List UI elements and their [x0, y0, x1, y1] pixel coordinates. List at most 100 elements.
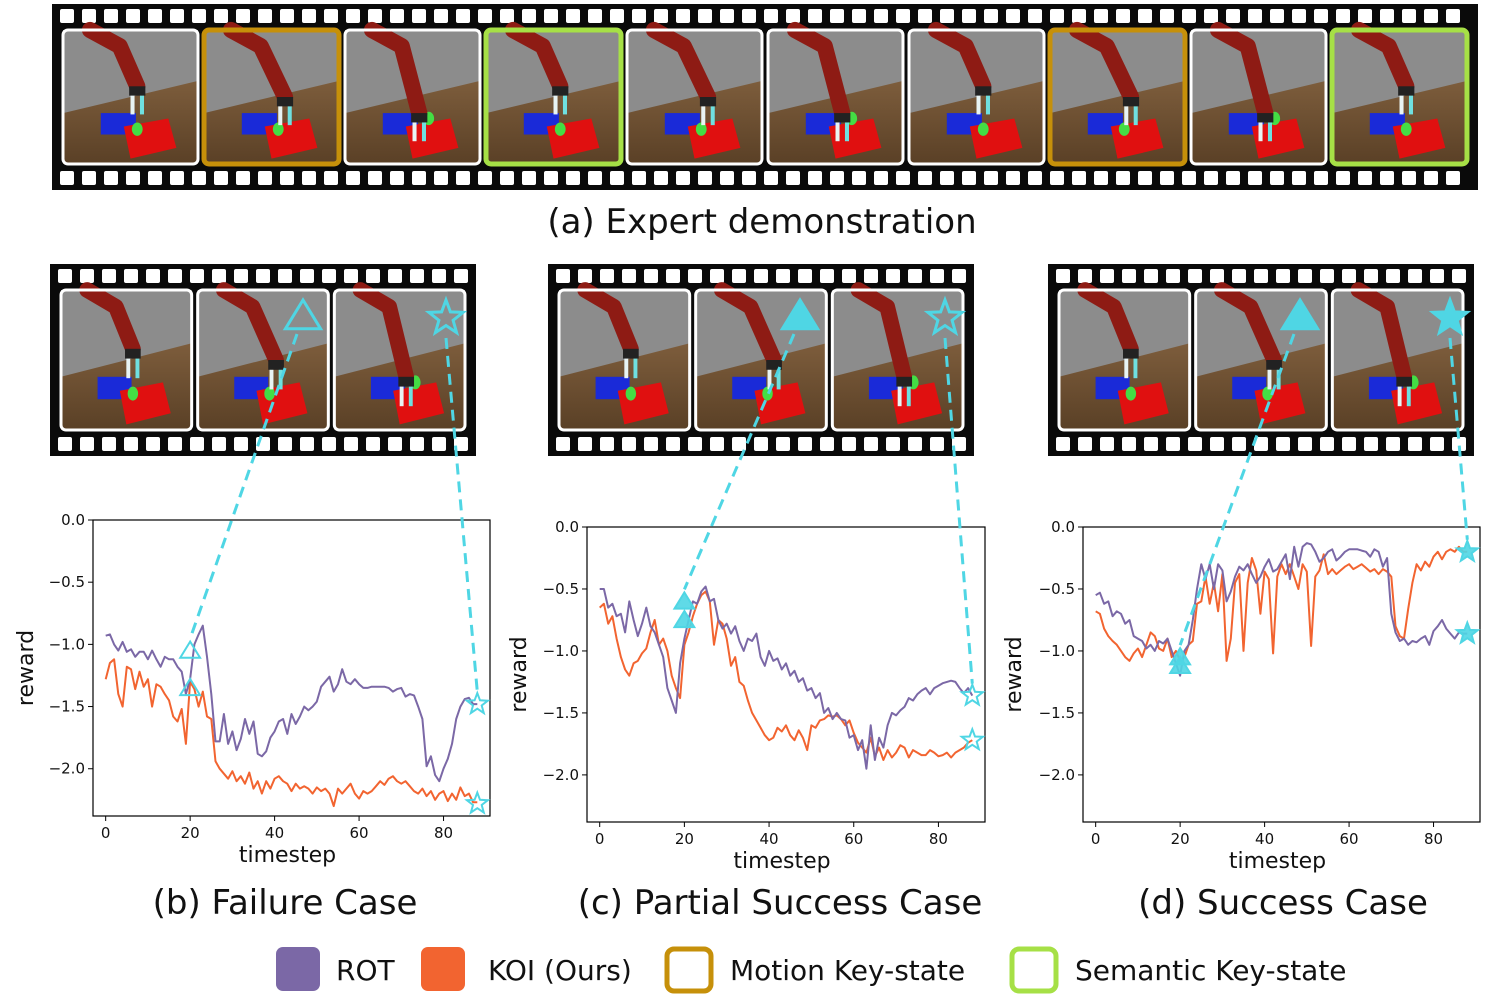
triangle-keystate-icon — [779, 297, 821, 331]
robot-gripper — [896, 376, 913, 387]
sprocket-hole — [82, 171, 96, 185]
sprocket-hole — [1408, 269, 1422, 283]
sprocket-hole — [234, 437, 248, 451]
sprocket-hole — [104, 171, 118, 185]
sprocket-hole — [412, 9, 426, 23]
x-tick-label: 60 — [844, 830, 863, 848]
sprocket-hole — [344, 437, 358, 451]
sprocket-hole — [456, 171, 470, 185]
sprocket-hole — [644, 437, 658, 451]
star-keystate-icon — [923, 295, 967, 337]
sprocket-hole — [500, 9, 514, 23]
frame-border — [694, 288, 828, 432]
sprocket-hole — [368, 171, 382, 185]
sprocket-hole — [522, 9, 536, 23]
series-line-koi — [599, 590, 973, 761]
robot-arm — [81, 21, 146, 95]
sprocket-hole — [454, 269, 468, 283]
sprocket-hole — [148, 171, 162, 185]
sprocket-hole — [764, 9, 778, 23]
sprocket-hole — [578, 269, 592, 283]
gripper-finger — [139, 95, 144, 115]
sprocket-hole — [1336, 9, 1350, 23]
sprocket-hole — [940, 171, 954, 185]
sprocket-hole — [390, 9, 404, 23]
x-tick-label: 20 — [675, 830, 694, 848]
sprocket-hole — [1364, 437, 1378, 451]
sprocket-hole — [1292, 9, 1306, 23]
gripper-finger — [1408, 95, 1413, 115]
sprocket-hole — [102, 269, 116, 283]
demo-frame-3 — [345, 21, 480, 164]
sprocket-hole — [786, 171, 800, 185]
robot-gripper — [1396, 376, 1413, 387]
sprocket-hole — [962, 171, 976, 185]
sprocket-hole — [556, 269, 570, 283]
sprocket-hole — [302, 171, 316, 185]
sprocket-hole — [886, 269, 900, 283]
sprocket-hole — [610, 171, 624, 185]
frame-border — [332, 288, 467, 432]
gripper-finger — [1267, 369, 1272, 390]
y-tick-label: −0.5 — [543, 580, 579, 598]
sprocket-hole — [1166, 269, 1180, 283]
partial-frame-1 — [559, 282, 690, 430]
gripper-finger — [1124, 358, 1129, 379]
sprocket-hole — [432, 269, 446, 283]
partial-success-chart: 0 20 40 60 80 0.0 −0.5 −1.0 −1.5 −2.0 timestep rewa… — [507, 518, 986, 874]
failure-case-chart: 0 20 40 60 80 0.0 −0.5 −1.0 −1.5 −2.0 timestep rewa… — [14, 511, 491, 868]
sprocket-hole — [820, 269, 834, 283]
sprocket-hole — [896, 171, 910, 185]
sprocket-hole — [500, 171, 514, 185]
robot-arm — [1213, 282, 1282, 368]
demo-frame-5 — [627, 21, 762, 164]
sprocket-hole — [654, 171, 668, 185]
red-block — [1251, 118, 1305, 159]
sprocket-hole — [1248, 9, 1262, 23]
gripper-finger — [985, 95, 990, 115]
sprocket-hole — [1254, 437, 1268, 451]
green-object — [1125, 386, 1137, 401]
sprocket-hole — [632, 9, 646, 23]
green-object — [1262, 386, 1273, 401]
sprocket-hole — [1314, 9, 1328, 23]
demo-frame-8 — [1050, 21, 1185, 164]
sprocket-hole — [896, 9, 910, 23]
sprocket-hole — [676, 171, 690, 185]
gripper-finger — [1133, 106, 1138, 126]
sprocket-hole — [1028, 171, 1042, 185]
frame-border — [1189, 28, 1328, 166]
semantic-keystate-frame — [483, 27, 624, 167]
caption-failure-case: (b) Failure Case — [153, 883, 418, 923]
sprocket-hole — [322, 437, 336, 451]
sprocket-hole — [588, 9, 602, 23]
sprocket-hole — [1160, 171, 1174, 185]
y-tick-label: −1.0 — [1039, 642, 1075, 660]
star-connector — [444, 337, 479, 693]
sprocket-hole — [146, 269, 160, 283]
legend-swatch-motion-keystate — [664, 946, 714, 994]
x-axis-label: timestep — [1229, 849, 1326, 874]
sprocket-hole — [1232, 437, 1246, 451]
sprocket-hole — [146, 437, 160, 451]
sprocket-hole — [236, 9, 250, 23]
sprocket-hole — [192, 171, 206, 185]
sprocket-hole — [908, 269, 922, 283]
green-object — [625, 386, 637, 401]
robot-gripper — [398, 376, 415, 387]
gripper-finger — [135, 358, 140, 379]
sprocket-hole — [58, 269, 72, 283]
gripper-finger — [976, 95, 981, 115]
y-tick-label: −0.5 — [1039, 580, 1075, 598]
green-object — [695, 122, 707, 136]
sprocket-hole — [1094, 9, 1108, 23]
star-marker — [464, 690, 491, 716]
robot-arm — [215, 282, 284, 368]
legend-swatch-semantic-keystate — [1009, 946, 1059, 994]
sprocket-hole — [388, 437, 402, 451]
sprocket-hole — [1100, 269, 1114, 283]
legend-swatch-koi — [421, 947, 465, 991]
sprocket-hole — [522, 171, 536, 185]
sprocket-hole — [82, 9, 96, 23]
sprocket-hole — [454, 437, 468, 451]
